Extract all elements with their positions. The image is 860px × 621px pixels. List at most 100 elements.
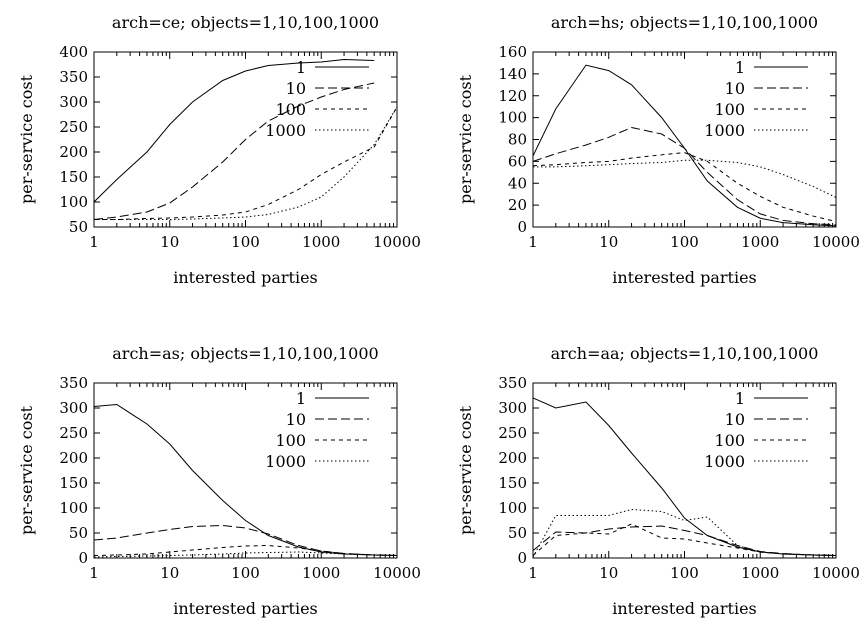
- chart-title: arch=hs; objects=1,10,100,1000: [551, 13, 818, 32]
- y-tick-label: 150: [498, 474, 527, 492]
- y-tick-label: 150: [59, 168, 88, 186]
- x-tick-label: 1: [528, 564, 538, 582]
- x-tick-label: 10000: [373, 233, 421, 251]
- chart-panel-2: arch=hs; objects=1,10,100,1000 0 20 40 60 80 1…: [456, 13, 860, 287]
- x-tick-label: 10000: [373, 564, 421, 582]
- legend-label: 1: [296, 389, 306, 408]
- legend-label: 10: [286, 79, 306, 98]
- x-tick-label: 100: [670, 564, 699, 582]
- y-tick-label: 200: [498, 449, 527, 467]
- x-tick-label: 10000: [812, 233, 860, 251]
- legend-label: 10: [725, 410, 745, 429]
- y-tick-label: 200: [59, 143, 88, 161]
- chart-title: arch=ce; objects=1,10,100,1000: [112, 13, 379, 32]
- y-tick-label: 20: [508, 196, 527, 214]
- series-line-10: [94, 82, 375, 220]
- series-line-10: [533, 126, 836, 226]
- y-axis-label: per-service cost: [17, 405, 36, 535]
- y-tick-label: 160: [498, 43, 527, 61]
- x-tick-label: 10: [599, 233, 618, 251]
- x-tick-label: 1000: [302, 564, 340, 582]
- y-tick-label: 50: [69, 524, 88, 542]
- y-tick-label: 140: [498, 65, 527, 83]
- y-tick-label: 100: [498, 109, 527, 127]
- y-tick-label: 0: [78, 549, 88, 567]
- y-tick-label: 300: [498, 399, 527, 417]
- y-tick-label: 0: [517, 218, 527, 236]
- legend-label: 10: [725, 79, 745, 98]
- chart-title: arch=aa; objects=1,10,100,1000: [551, 344, 819, 363]
- plot-frame: [93, 382, 398, 559]
- x-axis-label: interested parties: [612, 599, 757, 618]
- chart-panel-4: arch=aa; objects=1,10,100,1000 0 50 100 150 2…: [456, 344, 860, 618]
- y-axis-label: per-service cost: [456, 74, 475, 204]
- y-axis-label: per-service cost: [17, 74, 36, 204]
- y-axis-label: per-service cost: [456, 405, 475, 535]
- legend-label: 1: [735, 389, 745, 408]
- y-tick-label: 300: [59, 93, 88, 111]
- series-line-1: [533, 64, 836, 227]
- x-tick-label: 10000: [812, 564, 860, 582]
- legend-label: 1000: [265, 452, 306, 471]
- series-line-100: [94, 106, 397, 220]
- chart-panel-1: arch=ce; objects=1,10,100,1000 50 100 150 20…: [17, 13, 421, 287]
- y-tick-label: 100: [498, 499, 527, 517]
- x-tick-label: 1000: [302, 233, 340, 251]
- series-line-1: [94, 58, 375, 203]
- y-tick-label: 350: [498, 374, 527, 392]
- y-tick-label: 100: [59, 499, 88, 517]
- series-line-1000: [94, 551, 397, 558]
- y-tick-label: 350: [59, 374, 88, 392]
- x-tick-label: 1: [89, 233, 99, 251]
- legend-label: 100: [275, 431, 306, 450]
- y-tick-label: 60: [508, 152, 527, 170]
- y-tick-label: 100: [59, 193, 88, 211]
- legend-label: 10: [286, 410, 306, 429]
- y-tick-label: 250: [59, 424, 88, 442]
- x-tick-label: 10: [599, 564, 618, 582]
- legend-label: 100: [714, 100, 745, 119]
- series-line-1000: [533, 159, 836, 198]
- chart-title: arch=as; objects=1,10,100,1000: [112, 344, 378, 363]
- x-tick-label: 1: [89, 564, 99, 582]
- y-tick-label: 150: [59, 474, 88, 492]
- y-tick-label: 200: [59, 449, 88, 467]
- series-line-1000: [94, 106, 397, 220]
- legend-label: 100: [714, 431, 745, 450]
- x-tick-label: 1000: [741, 233, 779, 251]
- series-line-100: [533, 152, 836, 223]
- chart-panel-3: arch=as; objects=1,10,100,1000 0 50 100 150 2…: [17, 344, 421, 618]
- plot-frame: [532, 382, 837, 559]
- x-tick-label: 100: [670, 233, 699, 251]
- x-tick-label: 10: [160, 233, 179, 251]
- legend-label: 100: [275, 100, 306, 119]
- x-axis-label: interested parties: [173, 268, 318, 287]
- y-tick-label: 400: [59, 43, 88, 61]
- x-tick-label: 100: [231, 564, 260, 582]
- y-tick-label: 80: [508, 131, 527, 149]
- legend-label: 1000: [704, 121, 745, 140]
- y-tick-label: 300: [59, 399, 88, 417]
- series-line-100: [94, 544, 397, 556]
- x-tick-label: 1000: [741, 564, 779, 582]
- y-tick-label: 0: [517, 549, 527, 567]
- legend-label: 1000: [265, 121, 306, 140]
- y-tick-label: 120: [498, 87, 527, 105]
- x-tick-label: 10: [160, 564, 179, 582]
- legend-label: 1: [735, 58, 745, 77]
- legend-label: 1000: [704, 452, 745, 471]
- y-tick-label: 50: [69, 218, 88, 236]
- y-tick-label: 350: [59, 68, 88, 86]
- y-tick-label: 250: [498, 424, 527, 442]
- series-line-1: [94, 403, 397, 556]
- x-axis-label: interested parties: [173, 599, 318, 618]
- series-line-1: [533, 397, 836, 556]
- legend-label: 1: [296, 58, 306, 77]
- plot-frame: [532, 51, 837, 228]
- x-axis-label: interested parties: [612, 268, 757, 287]
- y-tick-label: 40: [508, 174, 527, 192]
- y-tick-label: 50: [508, 524, 527, 542]
- y-tick-label: 250: [59, 118, 88, 136]
